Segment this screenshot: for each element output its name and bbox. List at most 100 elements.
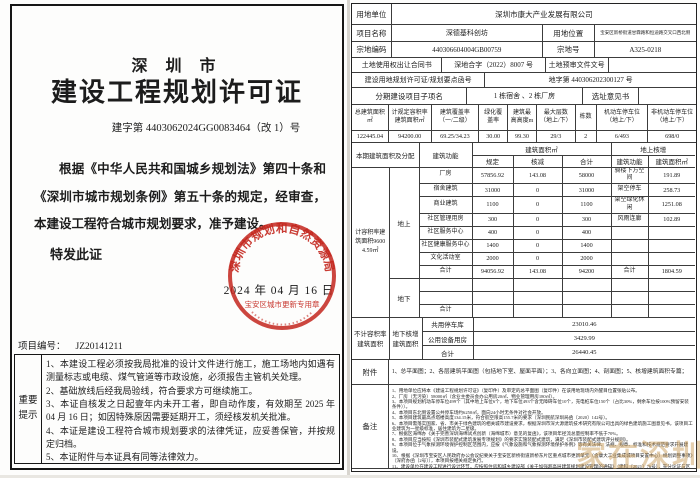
stats-value: 2 (575, 131, 597, 143)
addition-func: 合计 (611, 265, 649, 279)
land-user-value: 深圳市康大产业发展有限公司 (391, 4, 696, 25)
stats-value: 99.30 (508, 131, 537, 143)
attachment-label: 附件 (352, 360, 389, 386)
parcel-code-label: 宗地编码 (352, 42, 392, 58)
allocation-table: 本期建筑面积及分配 建筑功能 建筑面积㎡ 地上核增 规定 核减 合计 建筑功能 … (352, 143, 696, 318)
issue-date: 2024 年 04 月 16 日 (223, 285, 335, 297)
remark-line: 10、根据《深圳市宝安区人民政府办公会议纪要关于宝安区新桥街道新桥东片区重点城市… (391, 453, 693, 464)
remark-line: 1、用地单位应将本《建设工程规划许可证》（复印件）及审定的总平面图（复印件）在该… (391, 388, 640, 394)
stats-value: 69.25/34.23 (431, 131, 480, 143)
col-ded-header: 核减 (513, 155, 563, 168)
alloc-ded: 0 (513, 239, 563, 253)
addition-area: 1804.59 (648, 265, 696, 279)
stats-header: 计规定容积率建筑面积㎡ (388, 105, 432, 131)
page-seam (347, 0, 350, 475)
stats-value-row: 122445.04 94200.00 69.25/34.23 30.00 99.… (352, 131, 696, 143)
empty-cell (472, 278, 514, 292)
above-ground-label: 地上 (389, 167, 420, 279)
alloc-func: 商业建筑 (419, 196, 473, 214)
alloc-sum: 1400 (562, 239, 612, 253)
col-func-header: 建筑功能 (611, 155, 649, 168)
remark-line: 9、本项目位于气象探测环境保护控制区范围内，应按《气象设施和气象探测环境保护条例… (391, 442, 689, 453)
alloc-func: 社区管理用房 (419, 213, 473, 227)
addition-area: 1251.08 (648, 196, 696, 214)
empty-cell (611, 291, 649, 305)
alloc-sum: 58000 (562, 167, 612, 185)
notice-label: 重要 提示 (15, 355, 42, 463)
project-name-value: 深德基科创坊 (391, 25, 543, 42)
empty-cell (562, 291, 612, 305)
pre-review-value (608, 58, 696, 73)
addition-func: 风雨连廊 (611, 213, 649, 227)
table-row: 宗地编码 440306604004GB00759 宗地号 A325-0218 (352, 42, 696, 58)
site-opinion-label: 选址意见书 (582, 88, 640, 105)
notice-item: 2、基础放线后经我局验线，符合要求方可继续施工。 (46, 385, 258, 396)
col-sum-header: 合计 (562, 155, 612, 168)
empty-cell (611, 304, 649, 318)
col-area-header: 建筑面积㎡ (648, 155, 696, 168)
addition-area: 102.89 (648, 213, 696, 227)
alloc-row: 文化活动室 2000 0 2000 (352, 252, 696, 266)
empty-cell (648, 278, 696, 292)
alloc-ded: 143.08 (513, 167, 563, 185)
stats-header: 最大层数（地上/下） (536, 105, 576, 131)
permit-form-table: 用地单位 深圳市康大产业发展有限公司 项目名称 深德基科创坊 用地位置 宝安区新… (351, 3, 697, 472)
land-permit-label: 建设用地规划许可证/规划要点函号 (352, 73, 486, 88)
alloc-header-row: 本期建筑面积及分配 建筑功能 建筑面积㎡ 地上核增 (352, 143, 696, 168)
empty-cell (419, 278, 473, 292)
svg-text:深圳市规划和自然资源局: 深圳市规划和自然资源局 (227, 221, 336, 274)
empty-cell (611, 278, 649, 292)
alloc-reg: 1400 (472, 239, 514, 253)
remarks-row: 备注 1、用地单位应将本《建设工程规划许可证》（复印件）及审定的总平面图（复印件… (352, 385, 696, 470)
stats-value: 122445.04 (352, 131, 389, 143)
certificate-title: 建设工程规划许可证 (50, 78, 303, 107)
nocount-label: 不计容积率建筑面积 (352, 317, 390, 361)
alloc-reg: 2000 (472, 252, 514, 266)
project-number-line: 项目编号： JZ20141211 (18, 338, 133, 352)
addition-func (611, 252, 649, 266)
nocount-item: 公用设备用房 (422, 331, 474, 347)
notice-item: 1、本建设工程必须按我局批准的设计文件进行施工，施工场地内如遇有测量标志或电缆、… (46, 359, 335, 383)
remarks-label: 备注 (352, 385, 389, 470)
stats-header: 机动车停车位（地上/下） (596, 105, 649, 131)
remarks-text: 1、用地单位应将本《建设工程规划许可证》（复印件）及审定的总平面图（复印件）在该… (388, 385, 696, 470)
parcel-code-value: 440306604004GB00759 (391, 42, 543, 58)
remark-line: 11、建设单位在建设工程进行设计环节，应按照住房和城乡建设部《关于加强超高层建筑… (391, 463, 691, 469)
nocount-table: 不计容积率建筑面积 地下核增建筑面积 共用停车库 23010.46 公用设备用房… (352, 317, 695, 361)
empty-cell (513, 291, 563, 305)
table-row: 项目名称 深德基科创坊 用地位置 宝安区新桥街道甘霖路和恒迪路交叉口西北侧 (352, 25, 696, 42)
form-page: 用地单位 深圳市康大产业发展有限公司 项目名称 深德基科创坊 用地位置 宝安区新… (350, 0, 700, 475)
table-row: 土地使用权出让合同书 深地合字（2022）8007 号 土地预审文件文号 (352, 58, 696, 73)
below-ground-row (352, 291, 696, 305)
empty-cell (513, 304, 563, 318)
addition-area (648, 226, 696, 240)
remark-line: 3、本项目规划机动车停车位499个（其中地上车位6个，地下车位493个含无障碍车… (391, 399, 689, 410)
nocount-total-row: 合计 26440.45 (352, 345, 695, 361)
alloc-func: 厂房 (419, 167, 473, 185)
alloc-reg: 400 (472, 226, 514, 240)
alloc-ded: 0 (513, 252, 563, 266)
remark-line: 5、本项目建筑最高点塔楼高度134.15米，符合航空限高155.7米的要求（深圳… (391, 415, 611, 421)
nocount-value: 23010.46 (473, 317, 695, 333)
addition-area (648, 252, 696, 266)
table-row: 用地单位 深圳市康大产业发展有限公司 (352, 4, 696, 25)
empty-cell (562, 304, 612, 318)
alloc-reg: 1100 (472, 196, 514, 214)
empty-cell (648, 304, 696, 318)
remark-line: 8、本项目应当按照《深圳市装配式建筑发展专项规划》的要求实施装配式建筑，满足《深… (391, 436, 631, 442)
empty-cell (472, 291, 514, 305)
alloc-title: 本期建筑面积及分配 (352, 143, 420, 168)
stats-value: 29/3 (536, 131, 576, 143)
below-ground-row: 地下 (352, 278, 696, 318)
project-name-label: 项目名称 (352, 25, 392, 42)
site-opinion-value (639, 88, 697, 105)
alloc-sum: 94200 (562, 265, 612, 279)
empty-strip (352, 469, 696, 478)
nocount-sub-label: 地下核增建筑面积 (389, 317, 423, 361)
addition-area (648, 239, 696, 253)
alloc-func: 社区健康服务中心 (419, 239, 473, 253)
certificate-frame: 深 圳 市 建设工程规划许可证 建字第 4403062024GG0083464（… (10, 4, 344, 470)
col-addition-header: 地上核增 (611, 143, 696, 156)
land-permit-value: 地字第 440306202300127 号 (485, 73, 696, 88)
alloc-func: 文化活动室 (419, 252, 473, 266)
